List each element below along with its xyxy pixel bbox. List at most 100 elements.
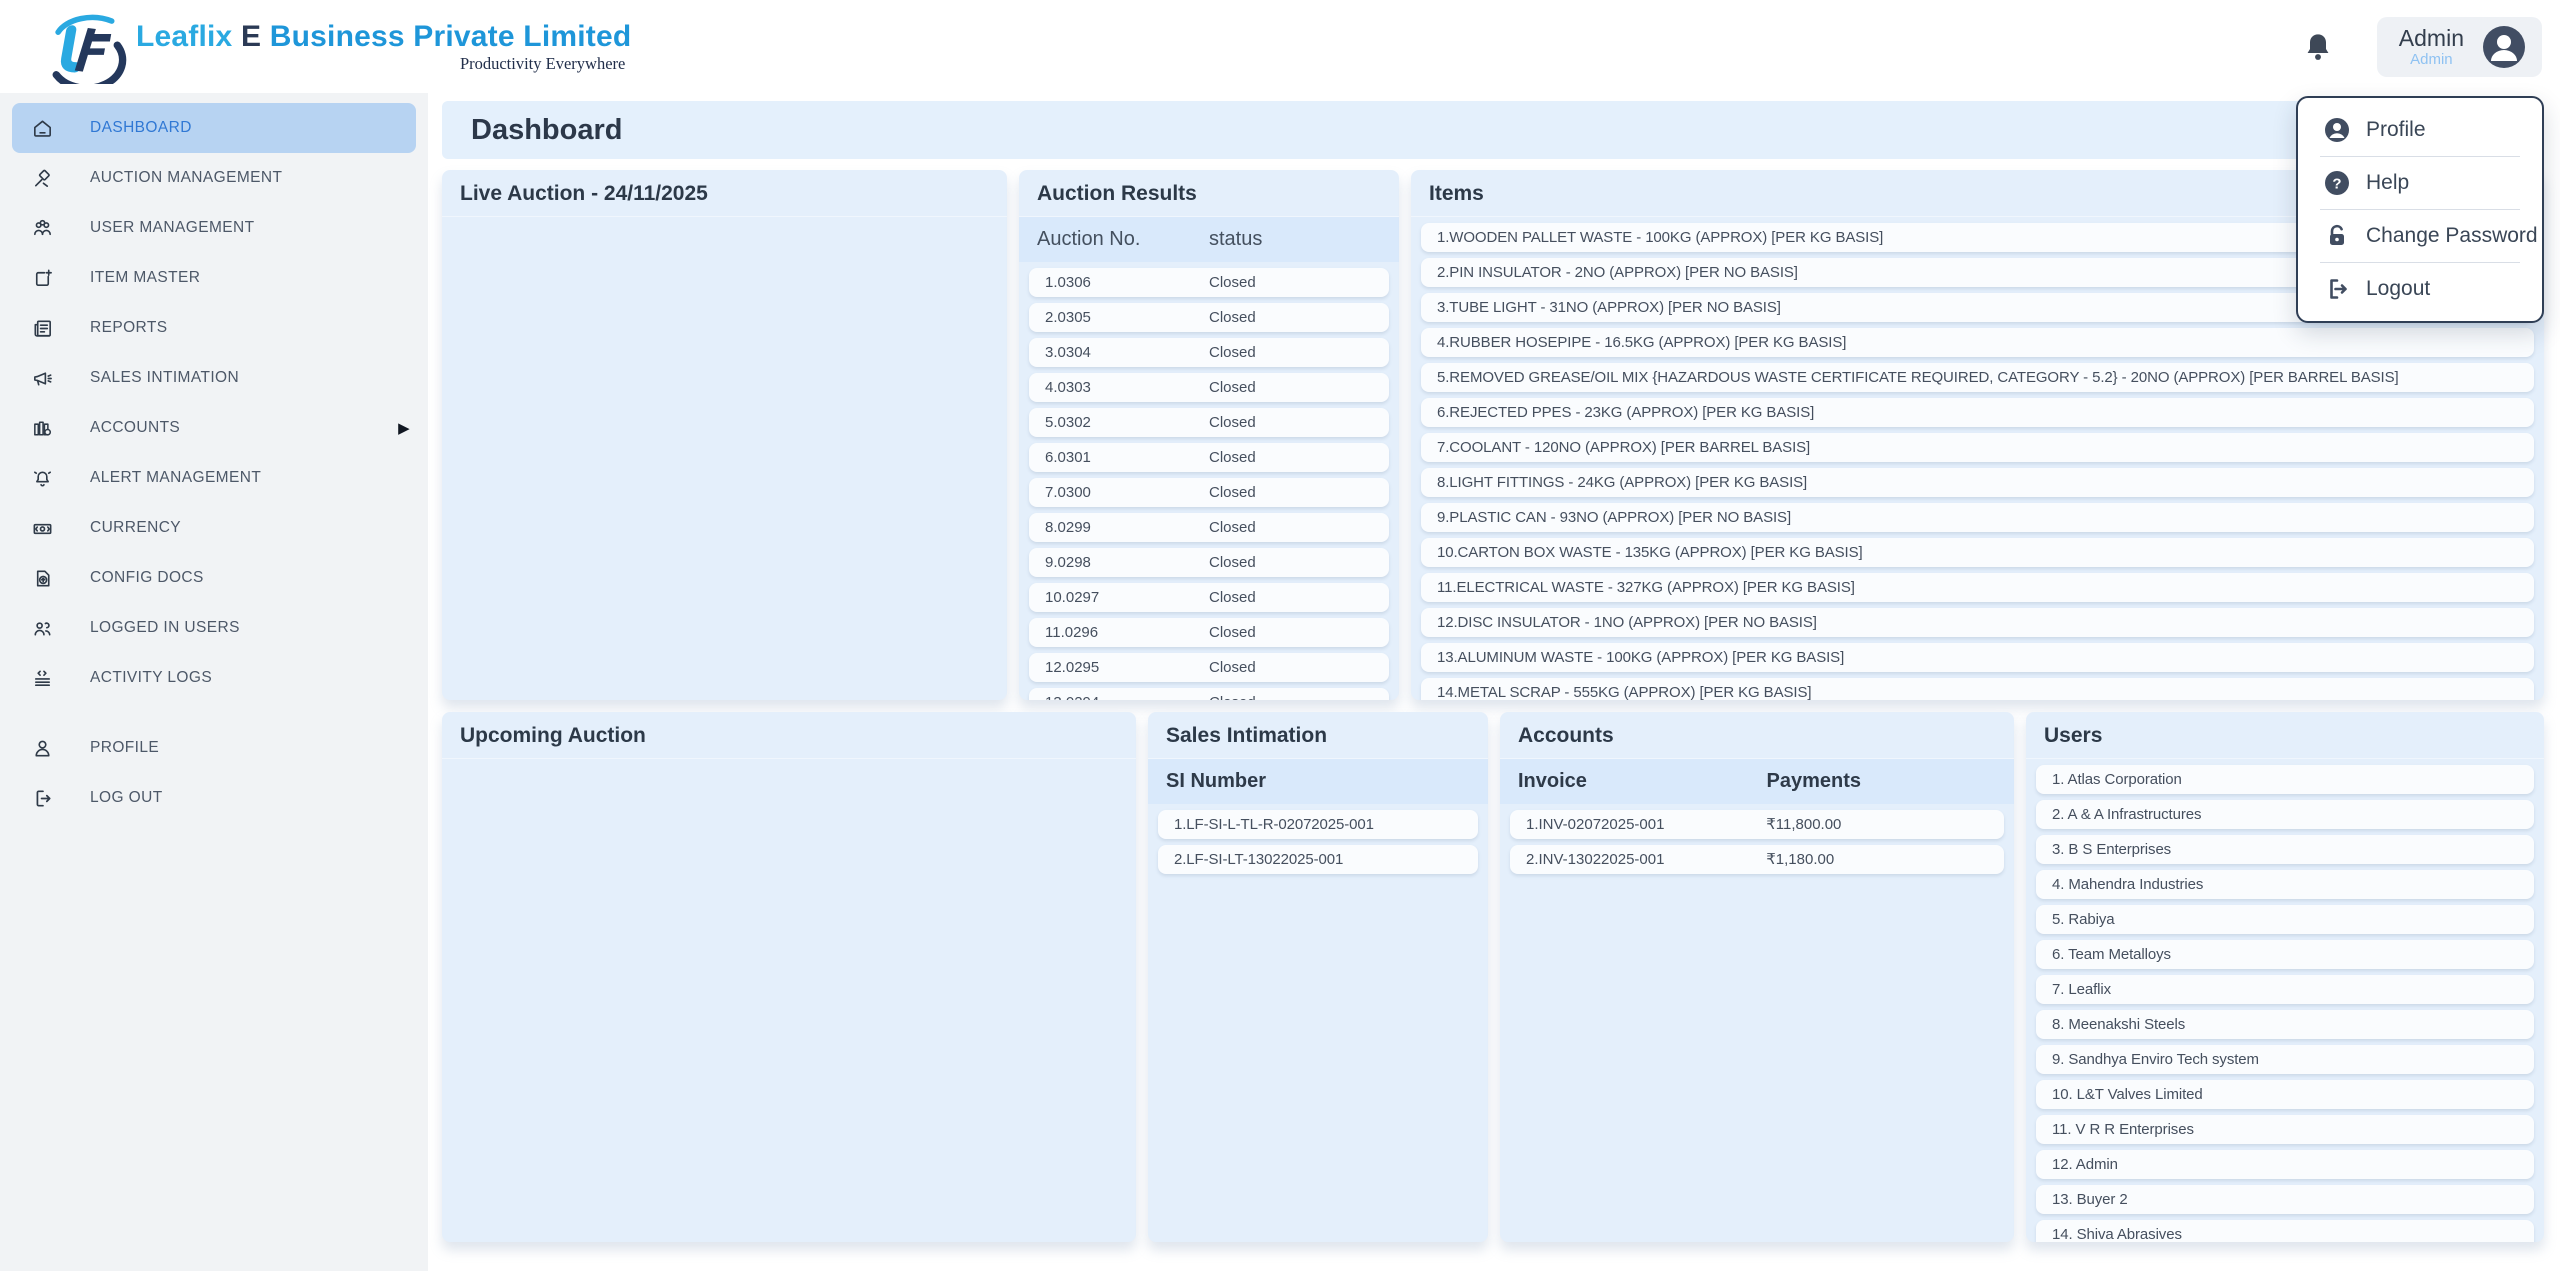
live-auction-title: Live Auction - 24/11/2025	[442, 170, 1007, 217]
user-row[interactable]: 4. Mahendra Industries	[2036, 870, 2534, 899]
user-row[interactable]: 11. V R R Enterprises	[2036, 1115, 2534, 1144]
item-row[interactable]: 14.METAL SCRAP - 555KG (APPROX) [PER KG …	[1421, 678, 2534, 700]
sidebar-item-label: CURRENCY	[90, 519, 181, 537]
item-label: 6.REJECTED PPES - 23KG (APPROX) [PER KG …	[1437, 403, 1814, 422]
item-row[interactable]: 9.PLASTIC CAN - 93NO (APPROX) [PER NO BA…	[1421, 503, 2534, 532]
sidebar-item-label: DASHBOARD	[90, 119, 192, 137]
gavel-icon	[30, 166, 54, 190]
sidebar-item-currency[interactable]: CURRENCY	[0, 503, 428, 553]
sidebar-item-alert-management[interactable]: ALERT MANAGEMENT	[0, 453, 428, 503]
user-row[interactable]: 14. Shiva Abrasives	[2036, 1220, 2534, 1242]
user-row[interactable]: 8. Meenakshi Steels	[2036, 1010, 2534, 1039]
sidebar-item-accounts[interactable]: ACCOUNTS ▶	[0, 403, 428, 453]
si-number-row[interactable]: 2.LF-SI-LT-13022025-001	[1158, 845, 1478, 874]
auction-result-row[interactable]: 10.0297 Closed	[1029, 583, 1389, 612]
svg-text:?: ?	[2332, 176, 2341, 193]
user-row[interactable]: 6. Team Metalloys	[2036, 940, 2534, 969]
auction-no-cell: 6.0301	[1045, 448, 1209, 467]
auction-no-cell: 2.0305	[1045, 308, 1209, 327]
sidebar-item-reports[interactable]: REPORTS	[0, 303, 428, 353]
users-panel: Users 1. Atlas Corporation 2. A & A Infr…	[2026, 712, 2544, 1242]
sidebar-item-log-out[interactable]: LOG OUT	[0, 773, 428, 823]
auction-results-header-row: Auction No. status	[1019, 217, 1399, 262]
upcoming-auction-panel: Upcoming Auction	[442, 712, 1136, 1242]
user-row[interactable]: 3. B S Enterprises	[2036, 835, 2534, 864]
sidebar-item-label: ITEM MASTER	[90, 269, 200, 287]
user-row[interactable]: 1. Atlas Corporation	[2036, 765, 2534, 794]
auction-result-row[interactable]: 2.0305 Closed	[1029, 303, 1389, 332]
auction-result-row[interactable]: 5.0302 Closed	[1029, 408, 1389, 437]
submenu-arrow-icon: ▶	[398, 419, 410, 437]
user-row[interactable]: 2. A & A Infrastructures	[2036, 800, 2534, 829]
user-row[interactable]: 10. L&T Valves Limited	[2036, 1080, 2534, 1109]
sidebar-item-sales-intimation[interactable]: SALES INTIMATION	[0, 353, 428, 403]
user-name-label: 12. Admin	[2052, 1155, 2118, 1174]
sidebar-item-label: ACCOUNTS	[90, 419, 180, 437]
menu-item-change-password[interactable]: Change Password	[2320, 209, 2520, 262]
menu-item-help[interactable]: ? Help	[2320, 156, 2520, 209]
menu-item-profile[interactable]: Profile	[2320, 104, 2520, 156]
user-menu-trigger[interactable]: Admin Admin	[2377, 17, 2542, 77]
auction-result-row[interactable]: 8.0299 Closed	[1029, 513, 1389, 542]
item-row[interactable]: 10.CARTON BOX WASTE - 135KG (APPROX) [PE…	[1421, 538, 2534, 567]
sidebar-item-activity-logs[interactable]: ACTIVITY LOGS	[0, 653, 428, 703]
sidebar-item-dashboard[interactable]: DASHBOARD	[12, 103, 416, 153]
megaphone-icon	[30, 366, 54, 390]
sidebar-item-item-master[interactable]: ITEM MASTER	[0, 253, 428, 303]
sidebar-item-user-management[interactable]: USER MANAGEMENT	[0, 203, 428, 253]
auction-result-row[interactable]: 6.0301 Closed	[1029, 443, 1389, 472]
auction-result-row[interactable]: 3.0304 Closed	[1029, 338, 1389, 367]
sidebar-item-profile[interactable]: PROFILE	[0, 723, 428, 773]
item-row[interactable]: 13.ALUMINUM WASTE - 100KG (APPROX) [PER …	[1421, 643, 2534, 672]
user-row[interactable]: 13. Buyer 2	[2036, 1185, 2534, 1214]
user-name-label: 7. Leaflix	[2052, 980, 2111, 999]
user-row[interactable]: 5. Rabiya	[2036, 905, 2534, 934]
auction-result-row[interactable]: 4.0303 Closed	[1029, 373, 1389, 402]
leaflix-logo[interactable]: Leaflix E Business Private Limited Produ…	[36, 10, 631, 84]
auction-no-cell: 13.0294	[1045, 693, 1209, 700]
auction-status-cell: Closed	[1209, 483, 1373, 502]
menu-item-logout[interactable]: Logout	[2320, 262, 2520, 315]
auction-results-panel: Auction Results Auction No. status 1.030…	[1019, 170, 1399, 700]
invoice-row[interactable]: 1.INV-02072025-001 ₹11,800.00	[1510, 810, 2004, 839]
auction-result-row[interactable]: 11.0296 Closed	[1029, 618, 1389, 647]
item-row[interactable]: 12.DISC INSULATOR - 1NO (APPROX) [PER NO…	[1421, 608, 2534, 637]
live-auction-body	[442, 217, 1007, 700]
sidebar-item-config-docs[interactable]: CONFIG DOCS	[0, 553, 428, 603]
user-name-label: 3. B S Enterprises	[2052, 840, 2171, 859]
notifications-bell-icon[interactable]	[2301, 28, 2335, 66]
sidebar-item-label: LOGGED IN USERS	[90, 619, 240, 637]
logout-icon	[2324, 276, 2350, 302]
user-row[interactable]: 12. Admin	[2036, 1150, 2534, 1179]
si-number-row[interactable]: 1.LF-SI-L-TL-R-02072025-001	[1158, 810, 1478, 839]
sidebar-item-logged-in-users[interactable]: LOGGED IN USERS	[0, 603, 428, 653]
item-row[interactable]: 5.REMOVED GREASE/OIL MIX {HAZARDOUS WAST…	[1421, 363, 2534, 392]
user-name-label: 14. Shiva Abrasives	[2052, 1225, 2182, 1242]
payment-cell: ₹11,800.00	[1766, 815, 1988, 834]
sidebar-item-label: REPORTS	[90, 319, 167, 337]
sidebar-item-label: CONFIG DOCS	[90, 569, 204, 587]
item-row[interactable]: 4.RUBBER HOSEPIPE - 16.5KG (APPROX) [PER…	[1421, 328, 2534, 357]
sidebar-item-auction-management[interactable]: AUCTION MANAGEMENT	[0, 153, 428, 203]
sidebar-item-label: ALERT MANAGEMENT	[90, 469, 261, 487]
auction-status-cell: Closed	[1209, 448, 1373, 467]
item-row[interactable]: 11.ELECTRICAL WASTE - 327KG (APPROX) [PE…	[1421, 573, 2534, 602]
user-row[interactable]: 9. Sandhya Enviro Tech system	[2036, 1045, 2534, 1074]
item-row[interactable]: 7.COOLANT - 120NO (APPROX) [PER BARREL B…	[1421, 433, 2534, 462]
auction-results-list: 1.0306 Closed 2.0305 Closed 3.0304 Close…	[1019, 262, 1399, 700]
payment-cell: ₹1,180.00	[1766, 850, 1988, 869]
auction-result-row[interactable]: 9.0298 Closed	[1029, 548, 1389, 577]
item-row[interactable]: 8.LIGHT FITTINGS - 24KG (APPROX) [PER KG…	[1421, 468, 2534, 497]
sidebar-item-label: PROFILE	[90, 739, 159, 757]
invoice-row[interactable]: 2.INV-13022025-001 ₹1,180.00	[1510, 845, 2004, 874]
item-row[interactable]: 6.REJECTED PPES - 23KG (APPROX) [PER KG …	[1421, 398, 2534, 427]
auction-result-row[interactable]: 12.0295 Closed	[1029, 653, 1389, 682]
user-row[interactable]: 7. Leaflix	[2036, 975, 2534, 1004]
auction-result-row[interactable]: 13.0294 Closed	[1029, 688, 1389, 700]
auction-result-row[interactable]: 1.0306 Closed	[1029, 268, 1389, 297]
accounts-header-row: Invoice Payments	[1500, 759, 2014, 804]
sidebar-item-label: ACTIVITY LOGS	[90, 669, 212, 687]
sales-intimation-title: Sales Intimation	[1148, 712, 1488, 759]
auction-result-row[interactable]: 7.0300 Closed	[1029, 478, 1389, 507]
auction-status-cell: Closed	[1209, 308, 1373, 327]
